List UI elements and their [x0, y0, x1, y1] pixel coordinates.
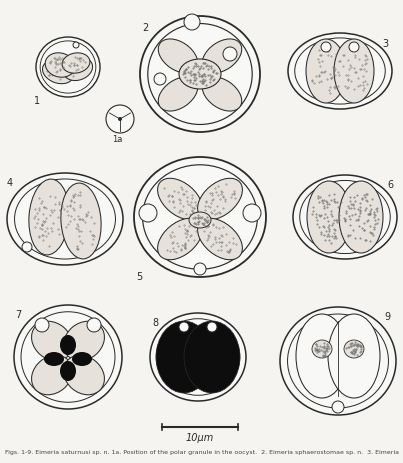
Ellipse shape: [197, 219, 243, 260]
Ellipse shape: [339, 181, 383, 253]
Ellipse shape: [42, 61, 73, 85]
Text: 9: 9: [384, 311, 390, 321]
Ellipse shape: [156, 321, 212, 393]
Ellipse shape: [62, 54, 90, 74]
Circle shape: [22, 243, 32, 252]
Text: 7: 7: [15, 309, 21, 319]
Ellipse shape: [61, 184, 101, 259]
Circle shape: [179, 322, 189, 332]
Ellipse shape: [45, 54, 75, 78]
Ellipse shape: [44, 352, 64, 366]
Text: 1a: 1a: [112, 135, 123, 144]
Ellipse shape: [64, 356, 104, 395]
Ellipse shape: [150, 313, 246, 401]
Circle shape: [223, 48, 237, 62]
Ellipse shape: [189, 213, 211, 229]
Circle shape: [321, 43, 331, 53]
Circle shape: [243, 205, 261, 223]
Ellipse shape: [31, 322, 73, 361]
Text: 10μm: 10μm: [186, 432, 214, 442]
Circle shape: [154, 74, 166, 86]
Ellipse shape: [36, 38, 100, 98]
Circle shape: [332, 401, 344, 413]
Ellipse shape: [202, 78, 242, 112]
Ellipse shape: [72, 352, 92, 366]
Ellipse shape: [60, 361, 76, 381]
Ellipse shape: [202, 40, 242, 74]
Ellipse shape: [312, 340, 332, 358]
Ellipse shape: [328, 314, 380, 398]
Ellipse shape: [60, 335, 76, 355]
Text: 3: 3: [382, 39, 388, 49]
Text: 1: 1: [34, 96, 40, 106]
Ellipse shape: [140, 17, 260, 133]
Circle shape: [87, 319, 101, 332]
Ellipse shape: [134, 158, 266, 277]
Ellipse shape: [296, 314, 348, 398]
Circle shape: [106, 106, 134, 134]
Circle shape: [139, 205, 157, 223]
Ellipse shape: [14, 305, 122, 409]
Circle shape: [349, 43, 359, 53]
Ellipse shape: [197, 179, 243, 220]
Ellipse shape: [334, 40, 374, 104]
Ellipse shape: [288, 34, 392, 110]
Circle shape: [184, 15, 200, 31]
Text: 6: 6: [387, 180, 393, 189]
Text: 8: 8: [152, 317, 158, 327]
Ellipse shape: [64, 322, 104, 361]
Circle shape: [194, 263, 206, 275]
Circle shape: [118, 118, 122, 122]
Text: 4: 4: [7, 178, 13, 188]
Ellipse shape: [31, 356, 73, 395]
Ellipse shape: [29, 180, 69, 256]
Ellipse shape: [184, 321, 240, 393]
Ellipse shape: [280, 307, 396, 415]
Text: 2: 2: [142, 23, 148, 33]
Ellipse shape: [179, 60, 221, 90]
Ellipse shape: [307, 181, 351, 253]
Circle shape: [207, 322, 217, 332]
Ellipse shape: [158, 40, 198, 74]
Ellipse shape: [306, 40, 346, 104]
Ellipse shape: [158, 179, 202, 220]
Ellipse shape: [158, 219, 202, 260]
Text: Figs. 1-9. Eimeria saturnusi sp. n. 1a. Position of the polar granule in the ooc: Figs. 1-9. Eimeria saturnusi sp. n. 1a. …: [5, 449, 399, 454]
Circle shape: [73, 43, 79, 49]
Ellipse shape: [344, 340, 364, 358]
Circle shape: [35, 319, 49, 332]
Text: 5: 5: [136, 271, 142, 282]
Ellipse shape: [63, 58, 93, 81]
Ellipse shape: [7, 174, 123, 265]
Ellipse shape: [158, 78, 198, 112]
Ellipse shape: [293, 175, 397, 259]
